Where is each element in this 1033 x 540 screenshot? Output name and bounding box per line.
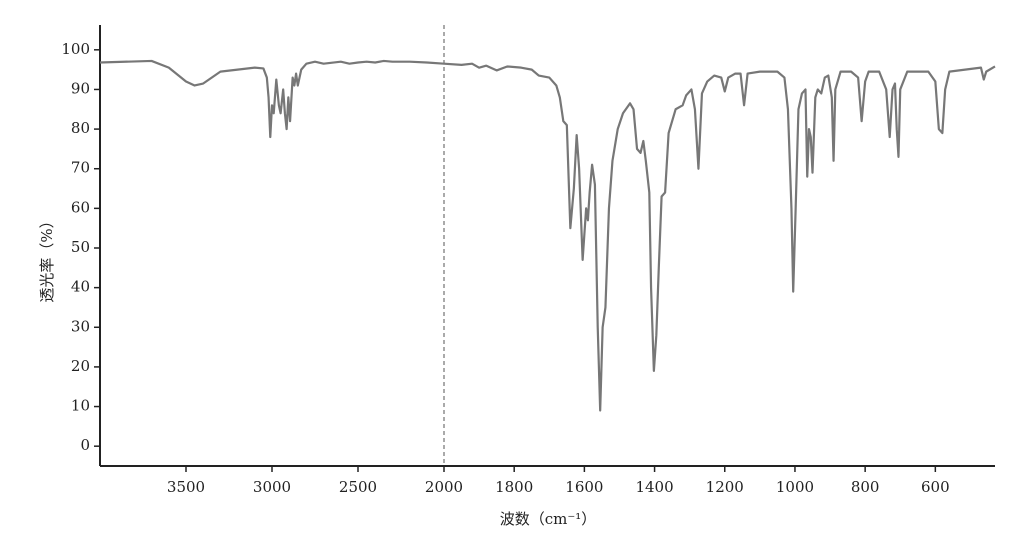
y-tick-label: 50 [71,238,90,256]
y-tick-label: 90 [71,79,90,97]
x-tick-label: 1400 [635,478,673,496]
y-tick-label: 100 [61,40,90,58]
x-axis-label: 波数（cm⁻¹） [500,510,597,528]
y-tick-label: 0 [80,436,90,454]
y-tick-label: 60 [71,198,90,216]
y-axis-label: 透光率（%） [38,213,56,302]
x-tick-label: 2000 [425,478,463,496]
x-tick-label: 1600 [565,478,603,496]
y-tick-label: 80 [71,119,90,137]
x-tick-label: 1200 [706,478,744,496]
spectrum-line [99,59,996,412]
x-tick-label: 800 [851,478,880,496]
y-tick-label: 20 [71,357,90,375]
y-tick-label: 40 [71,278,90,296]
x-tick-label: 600 [921,478,950,496]
y-tick-label: 10 [71,397,90,415]
x-tick-label: 1000 [776,478,814,496]
y-tick-label: 30 [71,317,90,335]
x-tick-label: 3500 [167,478,205,496]
x-tick-label: 2500 [339,478,377,496]
x-tick-label: 1800 [495,478,533,496]
x-tick-label: 3000 [253,478,291,496]
y-tick-label: 70 [71,159,90,177]
